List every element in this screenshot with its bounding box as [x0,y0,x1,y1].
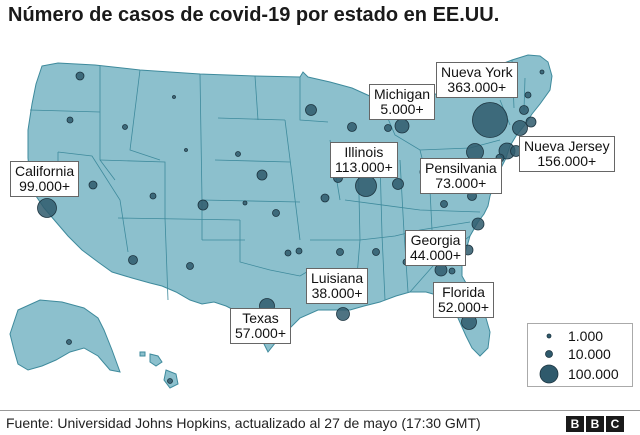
label-nueva-jersey: Nueva Jersey 156.000+ [519,136,615,172]
case-bubble [440,200,448,208]
state-name: Luisiana [311,270,364,286]
case-bubble [512,120,528,136]
state-name: Georgia [410,232,461,248]
legend-circle-medium [545,350,553,358]
case-bubble [186,262,194,270]
alaska [9,299,121,373]
case-bubble [384,124,392,132]
label-pensilvania: Pensilvania 73.000+ [420,158,502,194]
hawaii [149,353,163,367]
case-bubble [519,105,529,115]
us-map [9,54,553,389]
label-florida: Florida 52.000+ [433,282,494,318]
case-bubble [184,148,188,152]
legend-circle-large [539,364,559,384]
map-title: Número de casos de covid-19 por estado e… [8,4,500,26]
case-bubble [197,199,209,211]
case-bubble [75,71,85,81]
state-cases: 44.000+ [410,247,461,263]
case-bubble [448,267,456,275]
state-name: California [15,163,75,179]
case-bubble [128,255,138,265]
state-name: Nueva Jersey [524,138,610,154]
case-bubble [524,91,532,99]
label-illinois: Illinois 113.000+ [330,142,398,178]
case-bubble [295,247,303,255]
state-name: Nueva York [441,64,513,80]
label-california: California 99.000+ [10,161,80,197]
state-cases: 113.000+ [335,159,393,175]
source-note: Fuente: Universidad Johns Hopkins, actua… [6,415,481,431]
state-cases: 156.000+ [537,153,597,169]
case-bubble [472,102,508,138]
case-bubble [305,104,317,116]
state-name: Illinois [344,144,384,160]
case-bubble [272,209,280,217]
state-cases: 363.000+ [447,79,507,95]
label-georgia: Georgia 44.000+ [405,230,466,266]
case-bubble [539,69,545,75]
state-name: Texas [242,310,279,326]
case-bubble [66,339,72,345]
case-bubble [88,180,98,190]
case-bubble [256,169,268,181]
case-bubble [336,307,350,321]
label-texas: Texas 57.000+ [230,308,291,344]
footer-divider [0,410,640,411]
logo-letter: B [566,416,584,432]
legend-label: 1.000 [568,328,604,344]
legend-item-medium: 10.000 [534,344,630,364]
legend-label: 10.000 [568,346,611,362]
case-bubble [235,151,241,157]
label-michigan: Michigan 5.000+ [369,84,436,120]
case-bubble [320,193,330,203]
legend-label: 100.000 [568,366,619,382]
case-bubble [355,175,377,197]
case-bubble [66,116,74,124]
case-bubble [347,122,357,132]
case-bubble [37,198,57,218]
case-bubble [394,118,410,134]
case-bubble [392,178,404,190]
label-luisiana: Luisiana 38.000+ [306,268,369,304]
us-land [9,54,553,389]
state-name: Pensilvania [425,160,497,176]
state-name: Florida [442,284,485,300]
state-cases: 57.000+ [235,325,286,341]
legend-item-large: 100.000 [534,364,630,384]
case-bubble [172,95,176,99]
case-bubble [242,200,248,206]
case-bubble [525,116,537,128]
size-legend: 1.000 10.000 100.000 [527,323,633,387]
case-bubble [471,217,485,231]
state-cases: 99.000+ [19,178,71,194]
case-bubble [122,124,128,130]
legend-circle-small [546,333,552,339]
bbc-logo: B B C [566,416,624,432]
legend-item-small: 1.000 [534,326,630,346]
logo-letter: C [606,416,624,432]
case-bubble [336,248,344,256]
state-cases: 38.000+ [311,285,363,301]
case-bubble [284,249,292,257]
case-bubble [372,248,380,256]
label-nueva-york: Nueva York 363.000+ [436,62,518,98]
state-cases: 5.000+ [380,101,424,117]
case-bubble [149,192,157,200]
logo-letter: B [586,416,604,432]
state-name: Michigan [374,86,431,102]
state-cases: 52.000+ [438,299,489,315]
hawaii-small-island [139,351,146,357]
state-cases: 73.000+ [435,175,487,191]
case-bubble [167,378,173,384]
